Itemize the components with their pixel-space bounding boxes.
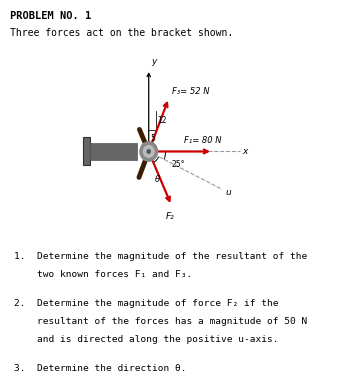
Bar — [90, 143, 137, 160]
Text: 12: 12 — [158, 116, 167, 125]
Bar — [83, 138, 90, 165]
Text: x: x — [243, 147, 248, 156]
Circle shape — [140, 142, 158, 161]
Text: two known forces F₁ and F₃.: two known forces F₁ and F₃. — [14, 270, 192, 279]
Text: θ: θ — [155, 175, 160, 184]
Text: F₁= 80 N: F₁= 80 N — [184, 136, 221, 145]
Text: y: y — [151, 57, 157, 66]
Text: 3.  Determine the direction θ.: 3. Determine the direction θ. — [14, 364, 186, 373]
Circle shape — [143, 145, 154, 157]
Text: resultant of the forces has a magnitude of 50 N: resultant of the forces has a magnitude … — [14, 317, 307, 326]
Text: 2.  Determine the magnitude of force F₂ if the: 2. Determine the magnitude of force F₂ i… — [14, 299, 278, 308]
Text: PROBLEM NO. 1: PROBLEM NO. 1 — [10, 11, 91, 21]
Text: u: u — [226, 187, 232, 196]
Text: Three forces act on the bracket shown.: Three forces act on the bracket shown. — [10, 28, 234, 38]
Text: 5: 5 — [150, 134, 155, 143]
Text: F₂: F₂ — [166, 212, 174, 221]
Text: F₃= 52 N: F₃= 52 N — [172, 87, 209, 96]
Circle shape — [147, 150, 150, 153]
Text: and is directed along the positive u-axis.: and is directed along the positive u-axi… — [14, 335, 278, 344]
Text: 25°: 25° — [172, 160, 185, 169]
Text: 1.  Determine the magnitude of the resultant of the: 1. Determine the magnitude of the result… — [14, 252, 307, 261]
